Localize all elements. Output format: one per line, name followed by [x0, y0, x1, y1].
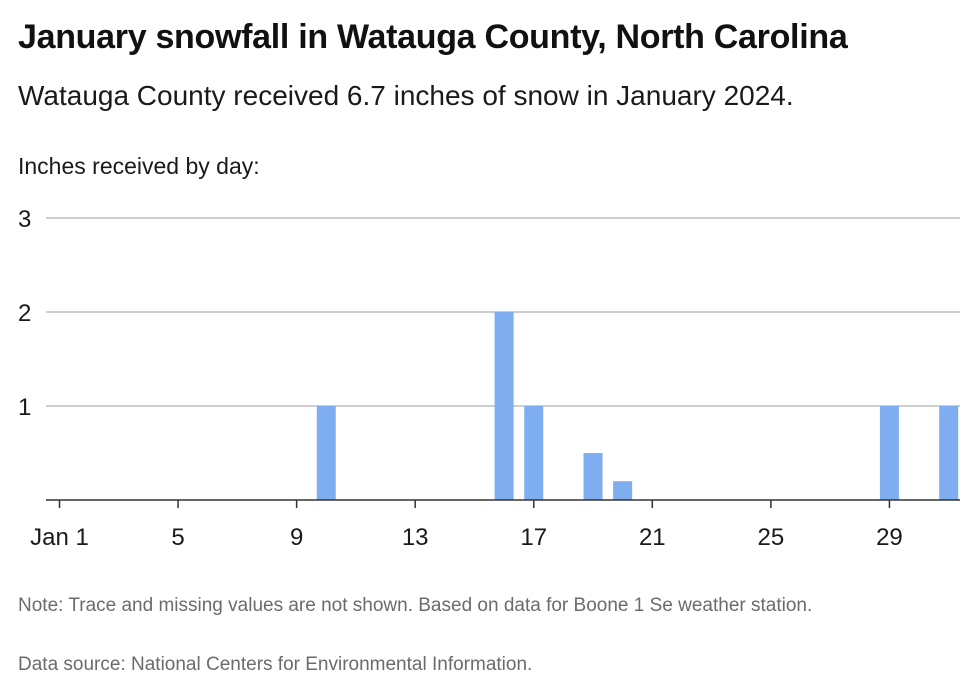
- bar-day-29: [879, 406, 899, 500]
- x-tick-label: Jan 1: [30, 524, 89, 551]
- chart-note: Note: Trace and missing values are not s…: [18, 595, 813, 616]
- x-tick-label: 21: [639, 524, 666, 551]
- x-tick-label: 17: [520, 524, 547, 551]
- chart-subtitle: Watauga County received 6.7 inches of sn…: [18, 80, 794, 111]
- bar-day-20: [613, 481, 633, 500]
- x-tick-label: 25: [758, 524, 785, 551]
- bar-chart: 1 2 3 Jan 1 5 9 13 17 21 25 29: [18, 206, 960, 551]
- y-tick-label: 1: [18, 394, 31, 421]
- bar-day-17: [524, 406, 544, 500]
- data-source: Data source: National Centers for Enviro…: [18, 654, 533, 675]
- bar-day-16: [494, 312, 514, 500]
- x-tick-label: 13: [402, 524, 429, 551]
- y-tick-label: 3: [18, 206, 31, 233]
- x-tick-label: 29: [876, 524, 903, 551]
- bar-day-10: [316, 406, 336, 500]
- bar-day-31: [939, 406, 959, 500]
- y-axis-label: Inches received by day:: [18, 153, 260, 179]
- chart-title: January snowfall in Watauga County, Nort…: [18, 18, 848, 56]
- x-tick-label: 5: [171, 524, 184, 551]
- x-tick-label: 9: [290, 524, 303, 551]
- y-tick-label: 2: [18, 300, 31, 327]
- bar-day-19: [583, 453, 603, 500]
